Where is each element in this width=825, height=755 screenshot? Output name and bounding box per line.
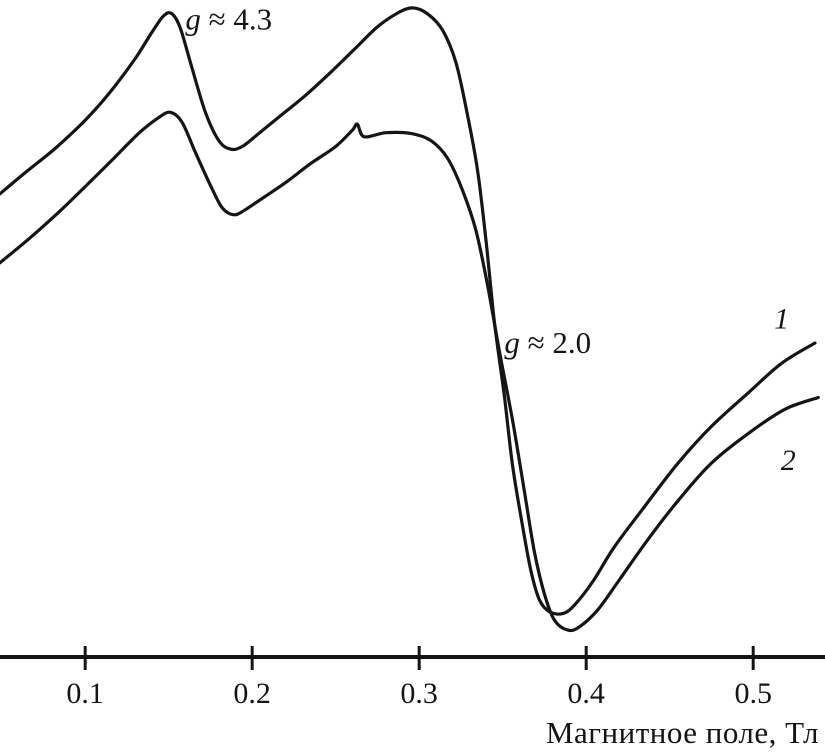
spectrum-curve-2 xyxy=(0,110,820,633)
annotation-g-4-3: g ≈ 4.3 xyxy=(185,1,272,36)
x-axis-title: Магнитное поле, Тл xyxy=(545,715,819,750)
annotation-curve-1-label: 1 xyxy=(774,302,789,335)
x-tick-label: 0.5 xyxy=(734,677,772,710)
spectrum-curve-1 xyxy=(0,6,817,616)
x-tick-label: 0.2 xyxy=(233,677,271,710)
x-tick-label: 0.3 xyxy=(400,677,438,710)
annotation-curve-2-label: 2 xyxy=(781,444,796,477)
x-tick-label: 0.1 xyxy=(66,677,104,710)
x-tick-label: 0.4 xyxy=(567,677,605,710)
annotation-g-2-0: g ≈ 2.0 xyxy=(504,325,591,360)
